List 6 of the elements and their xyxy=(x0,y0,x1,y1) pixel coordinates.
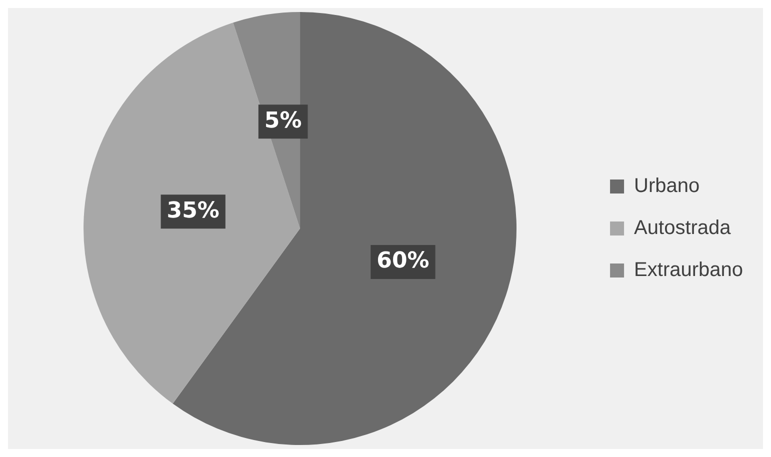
legend-label: Extraurbano xyxy=(634,259,744,282)
data-label: 5% xyxy=(264,108,302,134)
data-label: 60% xyxy=(376,248,430,274)
data-label: 35% xyxy=(166,198,220,224)
legend-label: Urbano xyxy=(634,175,700,198)
legend-label: Autostrada xyxy=(634,217,732,240)
